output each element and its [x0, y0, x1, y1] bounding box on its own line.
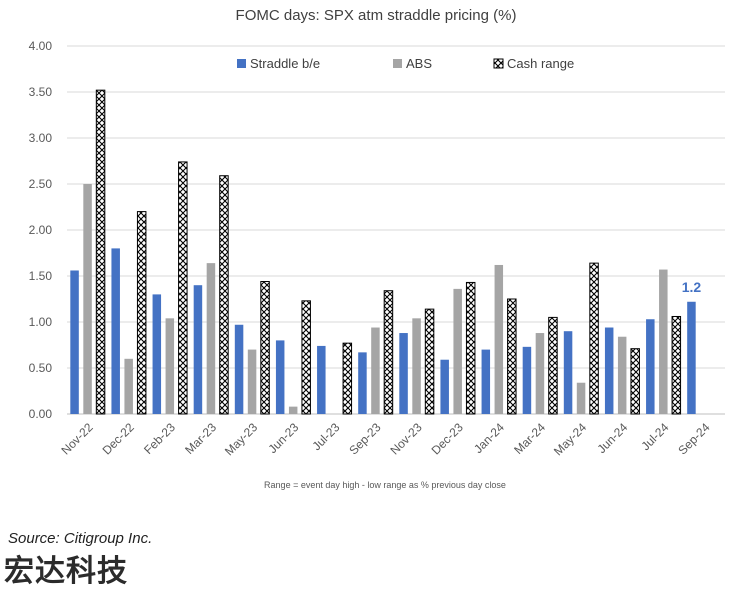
- chart-footnote: Range = event day high - low range as % …: [264, 480, 506, 490]
- source-text: Source: Citigroup Inc.: [8, 530, 153, 547]
- annotations: 1.2: [682, 279, 702, 295]
- y-tick-label: 0.50: [29, 361, 53, 375]
- bar-cash-range: [178, 161, 188, 415]
- x-tick-label: Mar-23: [182, 420, 219, 457]
- bar-abs: [165, 318, 175, 414]
- bar-straddle-b-e: [234, 324, 244, 414]
- bar-cash-range: [424, 308, 435, 415]
- y-axis-ticks: 0.00 0.50 1.00 1.50 2.00 2.50 3.00 3.50 4.00: [29, 39, 53, 421]
- legend-item-abs: ABS: [393, 56, 432, 71]
- y-tick-label: 1.00: [29, 315, 53, 329]
- gridlines: [67, 45, 725, 415]
- legend-swatch: [493, 58, 504, 69]
- y-tick-label: 0.00: [29, 407, 53, 421]
- bar-straddle-b-e: [193, 285, 203, 414]
- bar-cash-range: [465, 281, 476, 415]
- bar-straddle-b-e: [111, 248, 120, 414]
- bar-cash-range: [95, 89, 106, 415]
- legend-item-straddle-b-e: Straddle b/e: [237, 56, 320, 71]
- bar-straddle-b-e: [481, 349, 491, 414]
- x-tick-label: Mar-24: [511, 420, 548, 457]
- bar-straddle-b-e: [522, 346, 532, 414]
- bar-abs: [288, 406, 298, 414]
- x-tick-label: May-23: [222, 420, 260, 458]
- y-tick-label: 3.00: [29, 131, 53, 145]
- bar-cash-range: [507, 298, 517, 415]
- x-tick-label: Dec-22: [100, 420, 137, 457]
- bar-straddle-b-e: [604, 327, 614, 414]
- bar-abs: [206, 263, 216, 414]
- bar-cash-range: [136, 211, 147, 415]
- y-tick-label: 2.50: [29, 177, 53, 191]
- legend-label: Straddle b/e: [250, 56, 320, 71]
- legend: Straddle b/e ABS Cash range: [237, 56, 574, 71]
- x-tick-label: May-24: [551, 420, 589, 458]
- bar-straddle-b-e: [70, 270, 79, 414]
- bar-cash-range: [589, 262, 599, 415]
- bar-abs: [535, 333, 545, 414]
- x-tick-label: Jul-24: [638, 420, 671, 453]
- x-tick-label: Feb-23: [141, 420, 178, 457]
- bar-straddle-b-e: [317, 345, 326, 414]
- x-tick-label: Nov-23: [387, 420, 424, 457]
- bar-cash-range: [342, 342, 353, 415]
- data-label: 1.2: [682, 279, 702, 295]
- x-tick-label: Jun-24: [594, 420, 630, 456]
- x-tick-label: Jul-23: [309, 420, 342, 453]
- bar-straddle-b-e: [563, 331, 573, 414]
- bar-cash-range: [548, 316, 558, 415]
- chart-title: FOMC days: SPX atm straddle pricing (%): [236, 7, 517, 24]
- bar-abs: [576, 382, 586, 414]
- bar-abs: [659, 269, 668, 414]
- y-tick-label: 2.00: [29, 223, 53, 237]
- x-tick-label: Sep-23: [346, 420, 383, 457]
- bar-abs: [371, 327, 380, 414]
- y-tick-label: 1.50: [29, 269, 53, 283]
- watermark-logo: 宏达科技: [4, 554, 128, 589]
- x-tick-label: Jun-23: [265, 420, 301, 456]
- x-tick-label: Sep-24: [675, 420, 712, 457]
- bar-cash-range: [260, 281, 270, 415]
- bar-straddle-b-e: [440, 359, 449, 414]
- bar-straddle-b-e: [152, 294, 162, 414]
- bar-abs: [412, 318, 421, 414]
- bar-abs: [124, 358, 133, 414]
- bar-abs: [453, 288, 462, 414]
- legend-label: ABS: [406, 56, 432, 71]
- legend-label: Cash range: [507, 56, 574, 71]
- chart: FOMC days: SPX atm straddle pricing (%) …: [29, 7, 725, 490]
- legend-swatch: [237, 59, 246, 68]
- bar-straddle-b-e: [275, 340, 285, 414]
- bar-straddle-b-e: [358, 352, 367, 414]
- bar-cash-range: [301, 300, 311, 415]
- bar-abs: [617, 336, 627, 414]
- bar-cash-range: [219, 175, 229, 415]
- bar-straddle-b-e: [646, 319, 655, 414]
- bar-abs: [247, 349, 257, 414]
- bars: [70, 89, 696, 415]
- x-tick-label: Dec-23: [429, 420, 466, 457]
- bar-cash-range: [671, 315, 682, 415]
- x-axis-ticks: Nov-22 Dec-22 Feb-23 Mar-23 May-23 Jun-23 Jul-…: [58, 420, 712, 458]
- legend-item-cash-range: Cash range: [493, 56, 574, 71]
- x-tick-label: Nov-22: [58, 420, 95, 457]
- y-tick-label: 4.00: [29, 39, 53, 53]
- y-tick-label: 3.50: [29, 85, 53, 99]
- bar-straddle-b-e: [687, 301, 696, 414]
- bar-cash-range: [630, 348, 640, 415]
- bar-abs: [494, 264, 504, 414]
- bar-straddle-b-e: [399, 333, 408, 414]
- x-tick-label: Jan-24: [471, 420, 507, 456]
- bar-abs: [83, 184, 92, 414]
- legend-swatch: [393, 59, 402, 68]
- bar-cash-range: [383, 290, 394, 415]
